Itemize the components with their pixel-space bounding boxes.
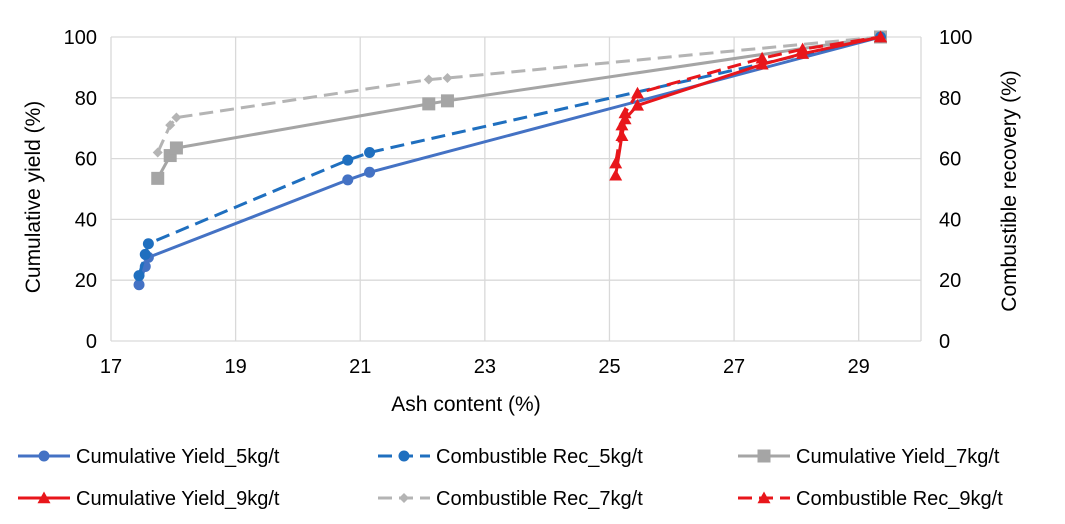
- data-point: [171, 112, 182, 123]
- y2-axis-label: Combustible recovery (%): [998, 70, 1021, 312]
- y2-tick-label: 0: [939, 331, 950, 353]
- data-point: [152, 147, 163, 158]
- y2-tick-label: 60: [939, 149, 961, 171]
- data-point: [169, 141, 183, 155]
- data-point: [423, 74, 434, 85]
- data-point: [755, 51, 769, 64]
- data-point: [796, 42, 810, 55]
- series-line: [137, 35, 881, 277]
- data-point: [165, 120, 176, 131]
- y-tick-label: 60: [75, 149, 97, 171]
- legend-marker: [37, 491, 51, 504]
- data-point: [618, 106, 632, 119]
- y2-tick-label: 80: [939, 88, 961, 110]
- legend: Cumulative Yield_5kg/t Combustible Rec_5k…: [18, 446, 1003, 510]
- legend-label: Cumulative Yield_7kg/t: [796, 446, 1000, 468]
- data-point: [364, 147, 376, 159]
- series-layer: [133, 30, 887, 291]
- data-point: [133, 279, 145, 291]
- legend-item: Combustible Rec_7kg/t: [378, 488, 643, 510]
- data-point: [440, 94, 454, 108]
- data-point: [142, 238, 154, 250]
- data-point: [615, 118, 629, 131]
- x-tick-label: 25: [598, 356, 620, 378]
- y-tick-label: 20: [75, 270, 97, 292]
- x-tick-label: 27: [723, 356, 745, 378]
- legend-label: Combustible Rec_9kg/t: [796, 488, 1003, 510]
- x-tick-label: 21: [349, 356, 371, 378]
- y-tick-label: 80: [75, 88, 97, 110]
- legend-item: Combustible Rec_5kg/t: [378, 446, 643, 468]
- data-point: [364, 166, 376, 178]
- legend-label: Cumulative Yield_5kg/t: [76, 446, 280, 468]
- data-point: [609, 156, 623, 169]
- data-point: [755, 57, 769, 70]
- legend-label: Cumulative Yield_9kg/t: [76, 488, 280, 510]
- data-point: [422, 97, 436, 111]
- legend-label: Combustible Rec_5kg/t: [436, 446, 643, 468]
- legend-item: Cumulative Yield_7kg/t: [738, 446, 1000, 468]
- legend-item: Cumulative Yield_9kg/t: [18, 488, 280, 510]
- y-tick-label: 40: [75, 209, 97, 231]
- data-point: [631, 86, 644, 99]
- series-group: [133, 31, 886, 291]
- data-point: [631, 98, 644, 111]
- legend-marker: [399, 493, 409, 503]
- data-point: [442, 73, 453, 84]
- series-line: [137, 35, 881, 286]
- series-group: [133, 31, 886, 282]
- y-tick-label: 100: [64, 27, 97, 49]
- y2-tick-label: 100: [939, 27, 972, 49]
- y-tick-label: 0: [86, 331, 97, 353]
- data-point: [133, 270, 145, 282]
- legend-marker: [757, 491, 771, 504]
- series-line: [156, 35, 881, 180]
- legend-label: Combustible Rec_7kg/t: [436, 488, 643, 510]
- x-tick-label: 23: [474, 356, 496, 378]
- data-point: [342, 154, 354, 166]
- data-point: [874, 30, 887, 43]
- y2-tick-label: 40: [939, 209, 961, 231]
- legend-item: Cumulative Yield_5kg/t: [18, 446, 280, 468]
- data-point: [139, 248, 151, 260]
- series-group: [152, 32, 886, 158]
- grid-layer: [110, 36, 922, 342]
- axis-layer: 0 20 40 60 80 100 0 20 40 60 80 100 17 19 21 23 25 27 29: [64, 27, 973, 378]
- data-point: [342, 174, 354, 186]
- data-point: [151, 171, 165, 185]
- series-group: [609, 30, 887, 169]
- legend-marker: [398, 450, 410, 462]
- x-tick-label: 29: [848, 356, 870, 378]
- x-tick-label: 17: [100, 356, 122, 378]
- series-line: [156, 35, 881, 154]
- legend-item: Combustible Rec_9kg/t: [738, 488, 1003, 510]
- legend-marker: [757, 449, 771, 463]
- x-axis-label: Ash content (%): [391, 393, 540, 416]
- y2-tick-label: 20: [939, 270, 961, 292]
- data-point: [609, 168, 623, 181]
- y-axis-label: Cumulative yield (%): [22, 101, 45, 294]
- legend-marker: [38, 450, 50, 462]
- x-tick-label: 19: [224, 356, 246, 378]
